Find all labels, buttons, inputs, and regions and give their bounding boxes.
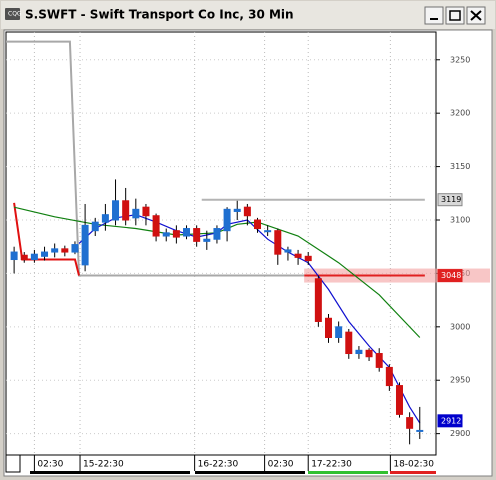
session-bars — [30, 471, 436, 474]
candle-body — [406, 417, 414, 429]
candle-body — [345, 331, 353, 355]
y-tick-label: 3250 — [450, 55, 470, 64]
price-marker — [437, 193, 463, 207]
candle-body — [172, 230, 180, 238]
candle-body — [314, 278, 322, 322]
session-bar — [195, 471, 305, 474]
close-glyph — [470, 10, 482, 21]
price-marker-label: 2912 — [441, 416, 461, 425]
candle-body — [122, 200, 130, 221]
candle-body — [254, 219, 262, 230]
candle-body — [416, 429, 424, 432]
y-tick-label: 3100 — [450, 216, 470, 225]
candle-body — [162, 232, 170, 237]
y-tick-label: 3000 — [450, 322, 470, 331]
candle-body — [223, 208, 231, 232]
y-tick-label: 2950 — [450, 376, 470, 385]
candle-body — [183, 228, 191, 237]
candle-body — [41, 251, 49, 257]
overlay-line — [13, 202, 80, 276]
plot-area — [5, 31, 437, 456]
candle-body — [51, 248, 59, 253]
candle-body — [213, 228, 221, 240]
icon-glyph: CQG — [8, 11, 22, 18]
candle-body — [203, 238, 211, 242]
price-marker — [437, 269, 463, 283]
candle-body — [325, 317, 332, 339]
session-bar — [390, 471, 436, 474]
candle-body — [233, 208, 241, 212]
app-icon[interactable] — [5, 8, 20, 20]
candle-body — [335, 326, 343, 338]
candle-body — [395, 385, 403, 415]
candle-body — [142, 206, 150, 217]
price-marker-label: 3048 — [441, 271, 461, 280]
window-buttons — [424, 6, 486, 25]
candle-body — [71, 244, 79, 253]
x-tick-label: 15-22:30 — [83, 460, 124, 470]
candle-body — [30, 253, 38, 261]
candle-body — [152, 215, 160, 237]
plot: 2900295030003050310031503200325002:3015-… — [6, 32, 490, 471]
x-tick-label: 18-02:30 — [393, 460, 434, 470]
candle-body — [243, 206, 251, 217]
candle-body — [304, 255, 312, 262]
y-tick-label: 3150 — [450, 162, 470, 171]
y-tick-label: 2900 — [450, 429, 470, 438]
x-tick-label: 02:30 — [37, 460, 63, 470]
candle-body — [61, 248, 69, 253]
maximize-glyph — [449, 10, 461, 21]
candle-body — [385, 366, 393, 387]
y-tick-label: 3200 — [450, 109, 470, 118]
price-marker-label: 3119 — [441, 195, 461, 204]
candle-body — [294, 253, 302, 258]
candle-body — [365, 349, 373, 358]
candle-body — [81, 224, 89, 266]
candle-body — [10, 251, 18, 261]
minimize-button[interactable] — [424, 6, 444, 25]
candle-body — [284, 249, 292, 253]
candle-body — [355, 349, 363, 355]
maximize-button[interactable] — [445, 6, 465, 25]
candle-body — [193, 228, 201, 242]
x-tick-label: 16-22:30 — [198, 460, 239, 470]
corner-box[interactable] — [5, 454, 21, 473]
candle-body — [264, 230, 272, 233]
overlay-line — [6, 40, 305, 277]
title-bar — [1, 1, 495, 29]
x-tick-label: 17-22:30 — [311, 460, 352, 470]
candle-body — [274, 230, 282, 255]
candle-body — [112, 200, 120, 221]
price-marker — [437, 414, 463, 428]
session-bar — [30, 471, 190, 474]
candle-body — [101, 214, 109, 223]
x-tick-label: 02:30 — [268, 460, 294, 470]
candle-body — [91, 221, 99, 232]
session-bar — [308, 471, 388, 474]
candle-body — [20, 254, 28, 261]
candle-body — [375, 353, 383, 368]
window-title: S.SWFT - Swift Transport Co Inc, 30 Min — [25, 8, 294, 22]
candle-body — [132, 208, 140, 219]
